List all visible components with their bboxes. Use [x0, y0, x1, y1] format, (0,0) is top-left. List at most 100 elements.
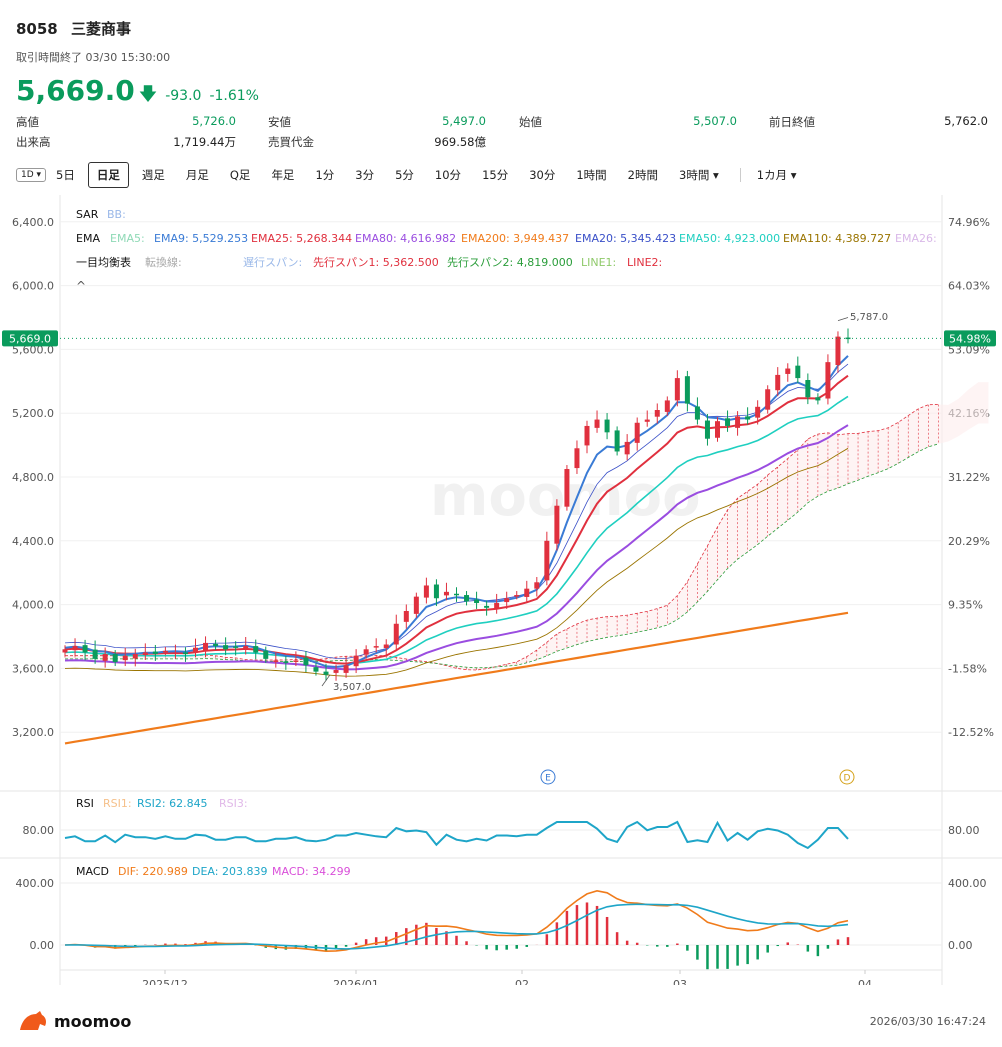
candle-body [72, 646, 78, 651]
candle-body [423, 585, 429, 598]
y-right-tick: 9.35% [948, 599, 983, 612]
last-price-tag-right [944, 330, 996, 347]
price-change-pct: -1.61% [209, 88, 259, 104]
y-right-tick: 74.96% [948, 216, 990, 229]
candle-body [263, 650, 269, 659]
legend-ema-item: EMA5: [110, 232, 145, 245]
stock-name: 三菱商事 [70, 20, 131, 38]
tab-8[interactable]: 5分 [395, 168, 414, 182]
event-marker [839, 769, 855, 785]
moomoo-logo: moomoo [18, 1010, 131, 1032]
legend-ema: EMA [76, 232, 100, 245]
candle-body [594, 419, 600, 428]
candle-body [504, 598, 510, 603]
candle-body [815, 397, 821, 401]
ema110-line [64, 447, 849, 677]
legend-ichimoku-item: 遅行スパン: [243, 256, 302, 269]
macd-tick-left: 400.00 [16, 877, 55, 890]
tab-15[interactable]: 1カ月 ▾ [756, 168, 797, 182]
candle-body [323, 671, 329, 675]
candle-body [584, 425, 590, 446]
tab-5[interactable]: 年足 [271, 168, 295, 182]
tab-0[interactable]: 5日 [56, 168, 75, 182]
candle-body [725, 418, 731, 426]
legend-ema-item: EMA80: 4,616.982 [355, 232, 456, 245]
candle-body [694, 406, 700, 420]
rsi-tick-right: 80.00 [948, 824, 980, 837]
y-left-tick: 3,200.0 [12, 726, 54, 739]
legend-rsi-item: RSI1: [103, 797, 132, 810]
legend-ichimoku-item: 先行スパン2: 4,819.000 [447, 256, 573, 269]
y-left-tick: 6,400.0 [12, 216, 54, 229]
legend-ichimoku-item: LINE2: [627, 256, 662, 269]
candle-body [775, 374, 781, 391]
candle-body [604, 419, 610, 433]
candle-body [193, 647, 198, 653]
legend-sar: SAR [76, 208, 99, 221]
candle-body [795, 365, 801, 379]
legend-macd-item: DIF: 220.989 [118, 865, 188, 878]
candle-body [464, 595, 470, 602]
y-left-tick: 4,800.0 [12, 471, 54, 484]
candle-body [755, 406, 761, 418]
legend-ema-item: EMA25: 5,268.344 [251, 232, 352, 245]
y-right-tick: 53.09% [948, 343, 990, 356]
candle-body [303, 657, 309, 666]
tab-9[interactable]: 10分 [434, 168, 462, 182]
stat-open: 始値 5,507.0 [519, 114, 737, 129]
candle-body [393, 623, 399, 645]
tab-4[interactable]: Q足 [229, 168, 251, 182]
candle-body [825, 362, 831, 399]
tab-6[interactable]: 1分 [315, 168, 335, 182]
tab-1[interactable]: 日足 [87, 162, 129, 188]
last-price: 5,669.0 [16, 74, 135, 107]
candle-body [363, 649, 369, 655]
x-axis-label: 04 [858, 978, 872, 985]
x-axis-label: 02 [515, 978, 529, 985]
candle-body [62, 649, 68, 653]
candle-body [92, 649, 98, 659]
period-tabs: 1D ▾ 5日 日足 週足 月足 Q足 年足 1分 3分 5分 10分 15分 30分 1時間 2時間 3時… [16, 162, 810, 188]
candle-body [203, 642, 209, 651]
period-type-dropdown[interactable]: 1D ▾ [16, 168, 47, 182]
tab-14[interactable]: 3時間 ▾ [679, 168, 719, 182]
tab-2[interactable]: 週足 [141, 168, 165, 182]
candle-body [403, 611, 409, 622]
x-axis-label: 2026/01 [333, 978, 379, 985]
tab-3[interactable]: 月足 [185, 168, 209, 182]
price-row: 5,669.0 🡇 -93.0 -1.61% [16, 74, 259, 112]
legend-ema-item: EMA20: 5,345.423 [575, 232, 676, 245]
last-price-label-left: 5,669.0 [9, 332, 51, 345]
stock-chart[interactable]: 6,400.0 74.96%6,000.0 64.03%5,600.0 53.09%5… [0, 195, 1002, 985]
candle-body [624, 441, 630, 455]
candle-body [243, 646, 249, 650]
tab-10[interactable]: 15分 [482, 168, 509, 182]
candle-body [644, 419, 650, 422]
candle-body [182, 652, 188, 655]
legend-ichimoku-item: LINE1: [581, 256, 616, 269]
tab-13[interactable]: 2時間 [627, 168, 658, 182]
x-axis-label: 03 [673, 978, 687, 985]
candle-body [413, 596, 419, 614]
candle-body [353, 655, 359, 667]
candle-body [835, 336, 841, 366]
candle-body [765, 389, 771, 410]
tab-12[interactable]: 1時間 [576, 168, 607, 182]
low-marker-line [321, 674, 331, 687]
event-marker-label: D [844, 774, 851, 784]
price-change: -93.0 [165, 88, 202, 104]
candle-body [162, 650, 168, 653]
candle-body [544, 540, 550, 581]
tab-7[interactable]: 3分 [355, 168, 375, 182]
y-left-tick: 6,000.0 [12, 280, 54, 293]
candle-body [454, 593, 459, 596]
candle-body [142, 652, 148, 656]
legend-bb: BB: [107, 208, 126, 221]
candle-body [614, 430, 620, 452]
collapse-caret: ^ [76, 279, 86, 293]
y-right-tick: -12.52% [948, 726, 994, 739]
tab-11[interactable]: 30分 [529, 168, 556, 182]
candle-body [293, 660, 299, 662]
y-left-tick: 3,600.0 [12, 662, 54, 675]
low-marker-label: 3,507.0 [333, 682, 371, 693]
